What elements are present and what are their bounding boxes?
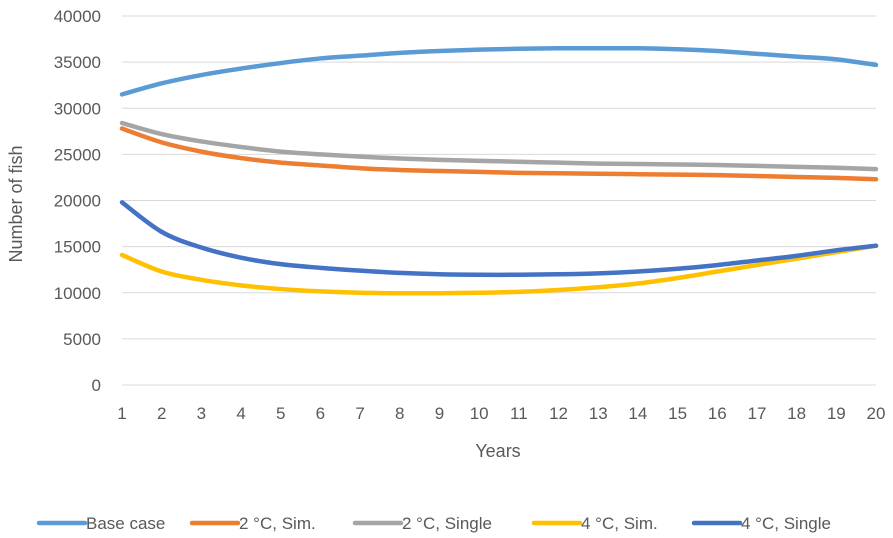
gridlines xyxy=(122,15,876,386)
y-tick-label: 40000 xyxy=(54,7,101,26)
x-tick-label: 13 xyxy=(589,404,608,423)
x-tick-label: 4 xyxy=(236,404,245,423)
legend-label: 2 °C, Sim. xyxy=(239,514,316,533)
y-tick-label: 30000 xyxy=(54,99,101,118)
x-tick-label: 18 xyxy=(787,404,806,423)
y-tick-label: 20000 xyxy=(54,192,101,211)
y-axis-ticks: 0 5000 10000 15000 20000 25000 30000 35000 40000 xyxy=(54,7,101,395)
x-tick-label: 1 xyxy=(117,404,126,423)
y-tick-label: 5000 xyxy=(63,330,101,349)
x-tick-label: 9 xyxy=(435,404,444,423)
x-tick-label: 12 xyxy=(549,404,568,423)
series-line-4 xyxy=(119,200,879,278)
x-tick-label: 16 xyxy=(708,404,727,423)
y-axis-title: Number of fish xyxy=(6,145,26,262)
series-line-3 xyxy=(119,243,879,296)
x-tick-label: 19 xyxy=(827,404,846,423)
x-axis-title: Years xyxy=(475,441,520,461)
x-tick-label: 3 xyxy=(197,404,206,423)
legend-label: 2 °C, Single xyxy=(402,514,492,533)
y-tick-label: 25000 xyxy=(54,145,101,164)
series-line-1 xyxy=(119,126,879,182)
x-tick-label: 15 xyxy=(668,404,687,423)
legend-item: Base case xyxy=(36,514,165,533)
x-axis-ticks: 1 2 3 4 5 6 7 8 9 10 11 12 13 14 15 16 17 18 19 20 xyxy=(117,404,885,423)
x-tick-label: 10 xyxy=(470,404,489,423)
series-lines xyxy=(119,45,879,296)
x-tick-label: 17 xyxy=(747,404,766,423)
legend-item: 2 °C, Sim. xyxy=(189,514,316,533)
x-tick-label: 8 xyxy=(395,404,404,423)
x-tick-label: 20 xyxy=(867,404,886,423)
legend-label: Base case xyxy=(86,514,165,533)
legend-item: 2 °C, Single xyxy=(352,514,492,533)
y-tick-label: 15000 xyxy=(54,238,101,257)
legend-item: 4 °C, Single xyxy=(691,514,831,533)
legend-label: 4 °C, Single xyxy=(741,514,831,533)
series-line-2 xyxy=(119,120,879,172)
legend-label: 4 °C, Sim. xyxy=(581,514,658,533)
x-tick-label: 2 xyxy=(157,404,166,423)
series-line-0 xyxy=(119,45,879,97)
x-tick-label: 5 xyxy=(276,404,285,423)
x-tick-label: 7 xyxy=(355,404,364,423)
legend-item: 4 °C, Sim. xyxy=(531,514,658,533)
legend: Base case 2 °C, Sim. 2 °C, Single 4 °C, Sim… xyxy=(36,514,831,533)
y-tick-label: 10000 xyxy=(54,284,101,303)
y-tick-label: 35000 xyxy=(54,53,101,72)
x-tick-label: 14 xyxy=(628,404,647,423)
x-tick-label: 11 xyxy=(510,404,528,423)
y-tick-label: 0 xyxy=(92,376,101,395)
x-tick-label: 6 xyxy=(316,404,325,423)
